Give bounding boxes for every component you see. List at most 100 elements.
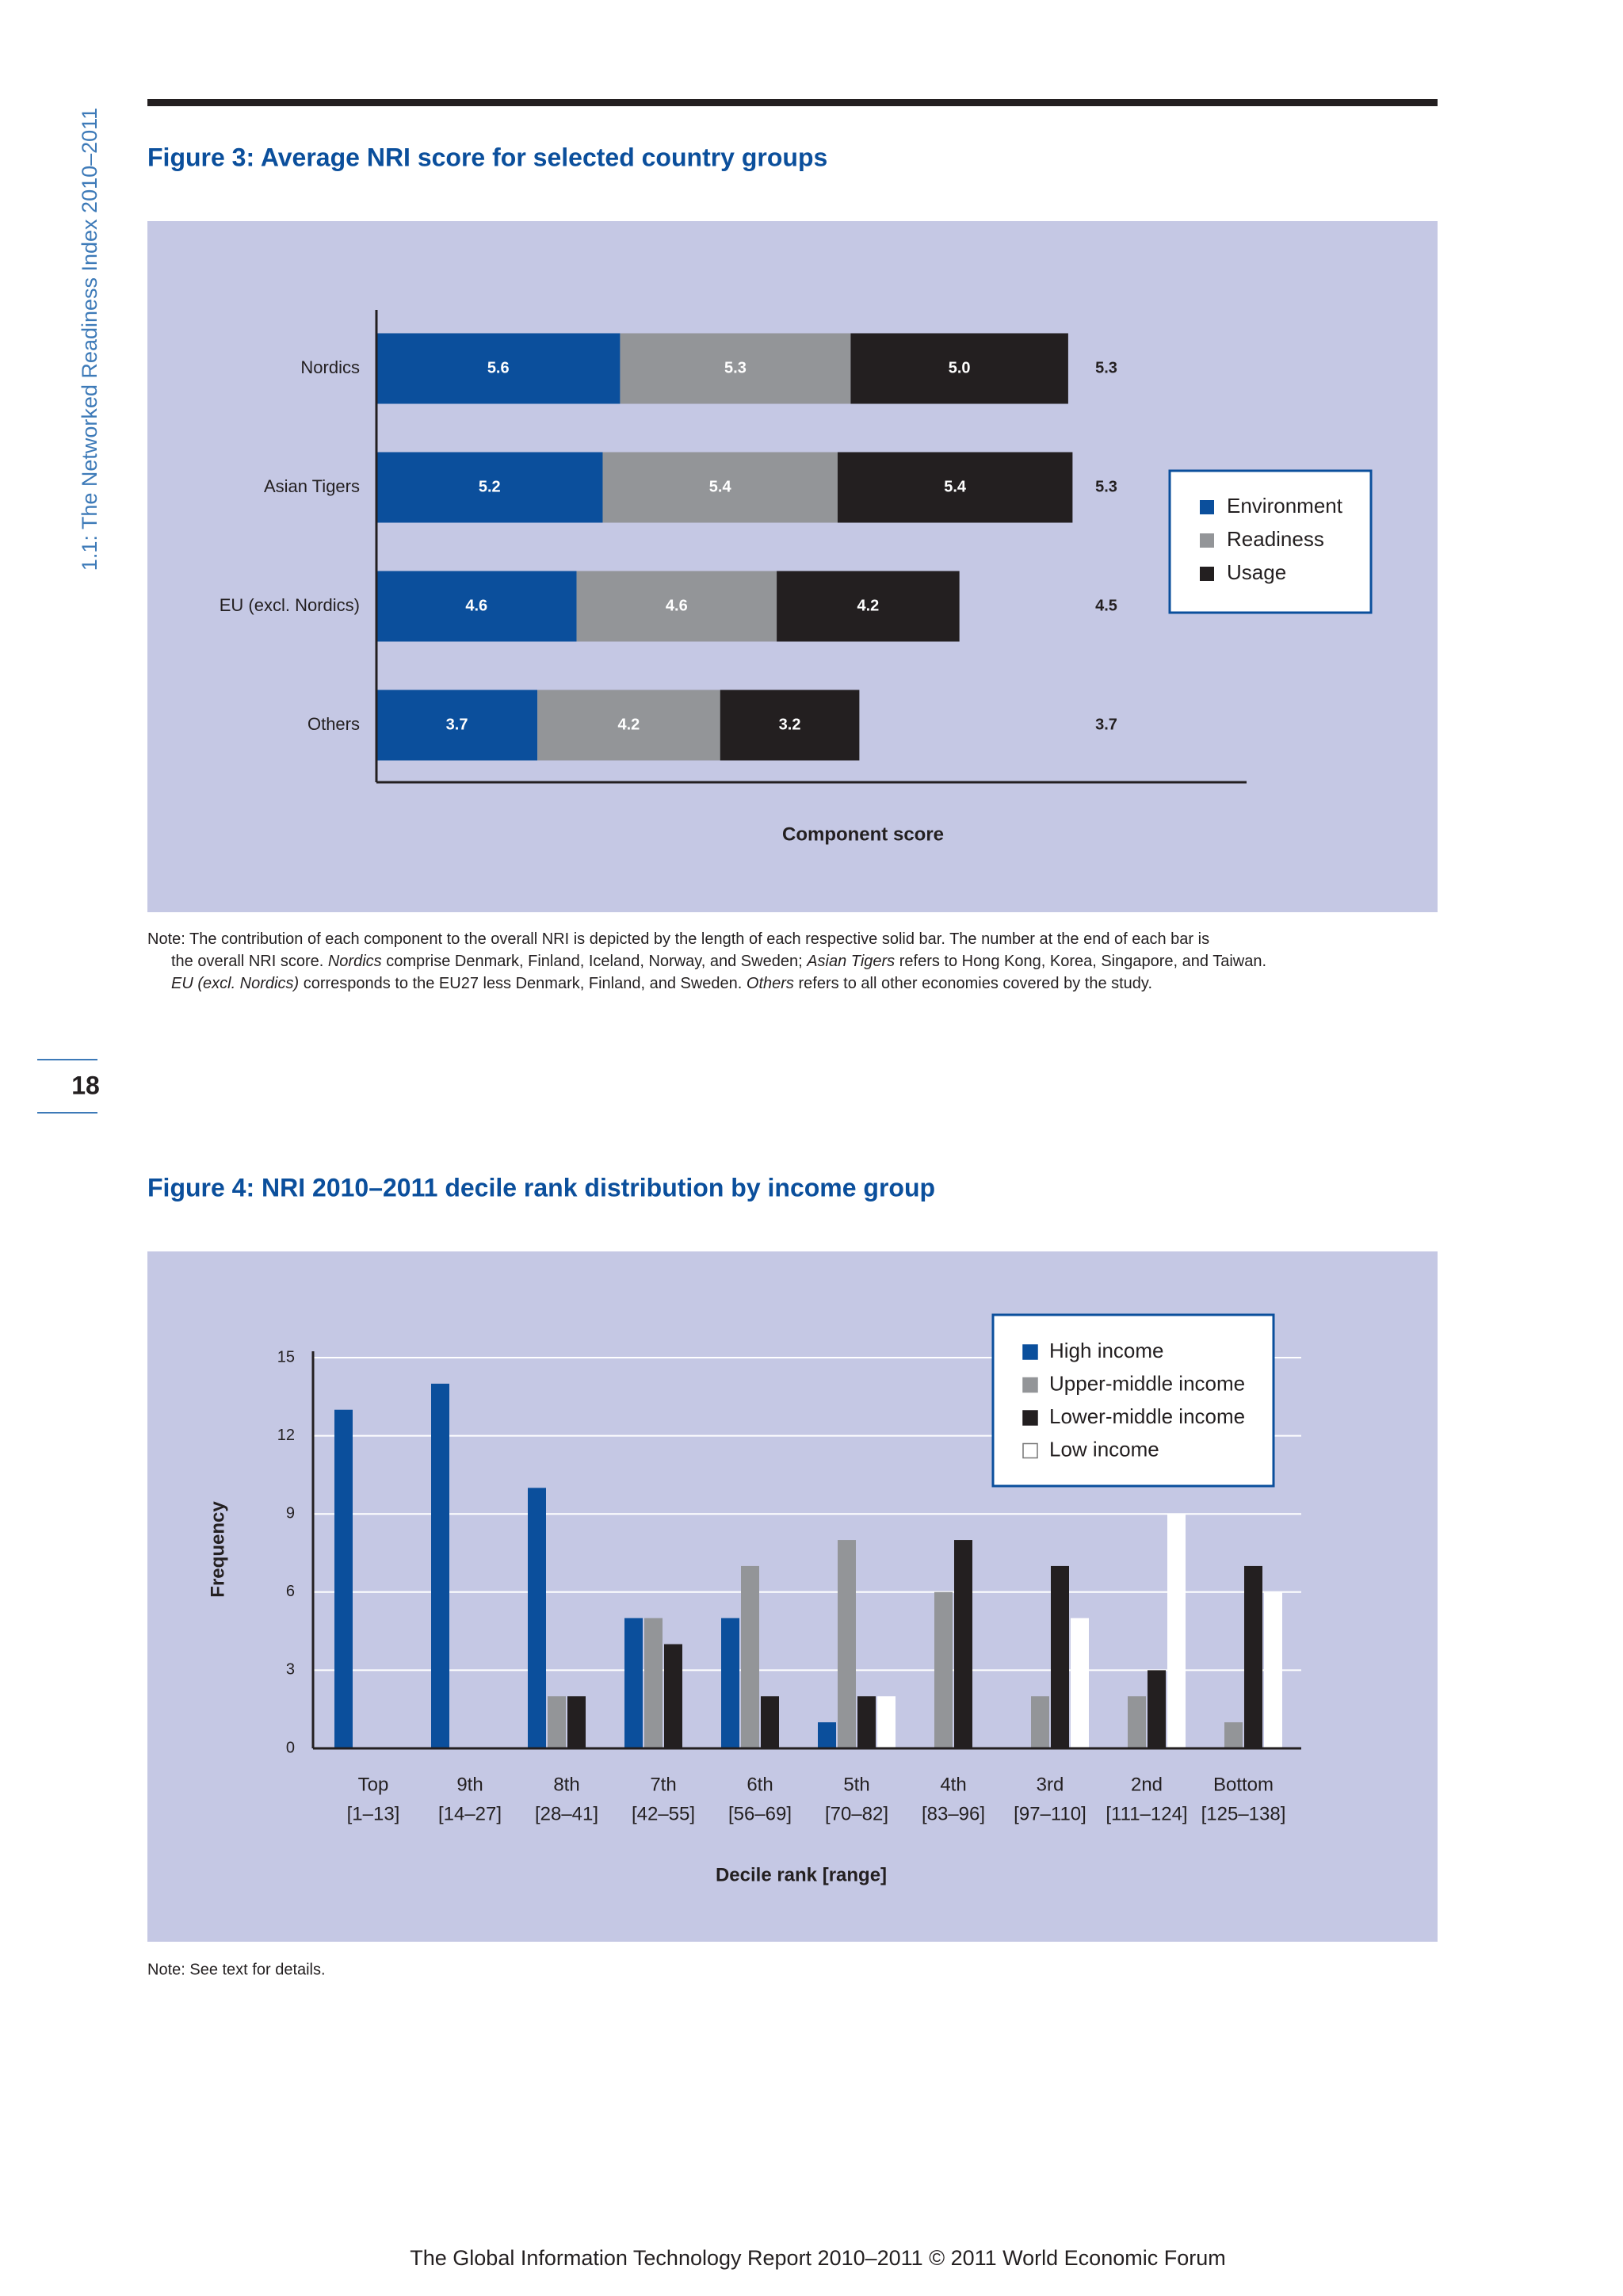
x-tick-range: [56–69] bbox=[728, 1803, 792, 1824]
value-label: 5.0 bbox=[949, 359, 971, 376]
x-axis-label: Component score bbox=[782, 823, 944, 845]
page-number: 18 bbox=[71, 1071, 100, 1099]
bar bbox=[624, 1618, 643, 1748]
total-label: 4.5 bbox=[1095, 597, 1117, 614]
y-tick-label: 0 bbox=[286, 1739, 295, 1756]
x-tick-label: 4th bbox=[940, 1774, 966, 1795]
y-tick-label: 15 bbox=[277, 1348, 295, 1366]
legend-label: Lower-middle income bbox=[1049, 1404, 1245, 1428]
value-label: 5.6 bbox=[487, 359, 510, 376]
x-tick-range: [1–13] bbox=[347, 1803, 400, 1824]
note: Note: See text for details. bbox=[147, 1961, 326, 1978]
bar bbox=[818, 1722, 836, 1748]
bar bbox=[567, 1696, 586, 1748]
category-label: Asian Tigers bbox=[264, 476, 360, 496]
value-label: 4.2 bbox=[618, 716, 640, 733]
bar bbox=[1031, 1696, 1049, 1748]
bar bbox=[1167, 1514, 1186, 1748]
y-tick-label: 9 bbox=[286, 1504, 295, 1522]
bar bbox=[1224, 1722, 1243, 1748]
bar bbox=[431, 1383, 449, 1748]
bar bbox=[548, 1696, 566, 1748]
x-tick-range: [83–96] bbox=[922, 1803, 985, 1824]
legend-swatch bbox=[1200, 500, 1214, 514]
note: EU (excl. Nordics) corresponds to the EU… bbox=[171, 975, 1152, 992]
legend-box bbox=[991, 1313, 1275, 1488]
x-tick-range: [70–82] bbox=[825, 1803, 888, 1824]
bar-segment bbox=[576, 571, 777, 642]
x-tick-label: 2nd bbox=[1131, 1774, 1163, 1795]
y-tick-label: 3 bbox=[286, 1661, 295, 1679]
sidebar: 1.1: The Networked Readiness Index 2010–… bbox=[78, 108, 101, 571]
bar bbox=[954, 1540, 972, 1748]
x-axis-label: Decile rank [range] bbox=[716, 1864, 887, 1885]
x-tick-label: 9th bbox=[456, 1774, 483, 1795]
legend-label: Low income bbox=[1049, 1437, 1159, 1461]
total-label: 5.3 bbox=[1095, 478, 1117, 495]
value-label: 3.7 bbox=[446, 716, 468, 733]
bar bbox=[528, 1488, 546, 1748]
note-run: refers to all other economies covered by… bbox=[794, 975, 1152, 992]
legend-swatch bbox=[1022, 1442, 1038, 1459]
value-label: 5.2 bbox=[479, 478, 501, 495]
footer: The Global Information Technology Report… bbox=[410, 2246, 1225, 2270]
legend-label: Environment bbox=[1227, 494, 1343, 518]
bar-segment bbox=[376, 452, 603, 523]
note-run: Asian Tigers bbox=[806, 953, 895, 970]
bar-segment bbox=[720, 690, 860, 761]
x-tick-label: Top bbox=[358, 1774, 389, 1795]
figure-title: Figure 3: Average NRI score for selected… bbox=[147, 143, 827, 171]
x-tick-range: [28–41] bbox=[535, 1803, 598, 1824]
bar-segment bbox=[850, 333, 1068, 404]
bar bbox=[934, 1591, 953, 1748]
value-label: 5.3 bbox=[724, 359, 747, 376]
bar bbox=[877, 1696, 896, 1748]
top-rule bbox=[147, 99, 1438, 106]
y-axis-label: Frequency bbox=[207, 1501, 228, 1598]
y-tick-label: 6 bbox=[286, 1583, 295, 1600]
x-tick-label: 5th bbox=[843, 1774, 869, 1795]
x-tick-label: 7th bbox=[650, 1774, 676, 1795]
note: Note: The contribution of each component… bbox=[147, 930, 1209, 948]
legend-swatch bbox=[1022, 1344, 1038, 1360]
note-run: comprise Denmark, Finland, Iceland, Norw… bbox=[382, 953, 808, 970]
bar bbox=[664, 1644, 682, 1748]
note-run: the overall NRI score. bbox=[171, 953, 328, 970]
category-label: Nordics bbox=[300, 357, 360, 377]
note-run: Note: The contribution of each component… bbox=[147, 930, 1209, 948]
value-label: 4.2 bbox=[857, 597, 879, 614]
bar-segment bbox=[376, 690, 538, 761]
note-run: Nordics bbox=[328, 953, 382, 970]
y-tick-label: 12 bbox=[277, 1427, 295, 1444]
legend-swatch bbox=[1022, 1377, 1038, 1393]
figure-title: Figure 4: NRI 2010–2011 decile rank dist… bbox=[147, 1173, 935, 1201]
bar-segment bbox=[602, 452, 838, 523]
bar bbox=[1148, 1670, 1166, 1748]
legend-swatch bbox=[1200, 567, 1214, 581]
value-label: 3.2 bbox=[779, 716, 801, 733]
bar bbox=[1071, 1618, 1089, 1748]
x-tick-label: 8th bbox=[553, 1774, 579, 1795]
bar bbox=[721, 1618, 739, 1748]
bar bbox=[1244, 1565, 1262, 1748]
bar bbox=[761, 1696, 779, 1748]
note-run: Others bbox=[747, 975, 794, 992]
category-label: EU (excl. Nordics) bbox=[220, 595, 360, 615]
bar bbox=[1128, 1696, 1146, 1748]
x-tick-range: [97–110] bbox=[1014, 1803, 1086, 1824]
legend-label: High income bbox=[1049, 1339, 1164, 1362]
bar bbox=[1051, 1565, 1069, 1748]
bar bbox=[334, 1409, 353, 1748]
legend-swatch bbox=[1200, 533, 1214, 548]
value-label: 5.4 bbox=[709, 478, 732, 495]
bar bbox=[838, 1540, 856, 1748]
x-tick-range: [125–138] bbox=[1201, 1803, 1286, 1824]
x-tick-range: [14–27] bbox=[438, 1803, 502, 1824]
x-tick-range: [42–55] bbox=[632, 1803, 695, 1824]
total-label: 5.3 bbox=[1095, 359, 1117, 376]
bar-segment bbox=[837, 452, 1073, 523]
value-label: 4.6 bbox=[465, 597, 487, 614]
value-label: 4.6 bbox=[666, 597, 688, 614]
note-run: corresponds to the EU27 less Denmark, Fi… bbox=[299, 975, 747, 992]
